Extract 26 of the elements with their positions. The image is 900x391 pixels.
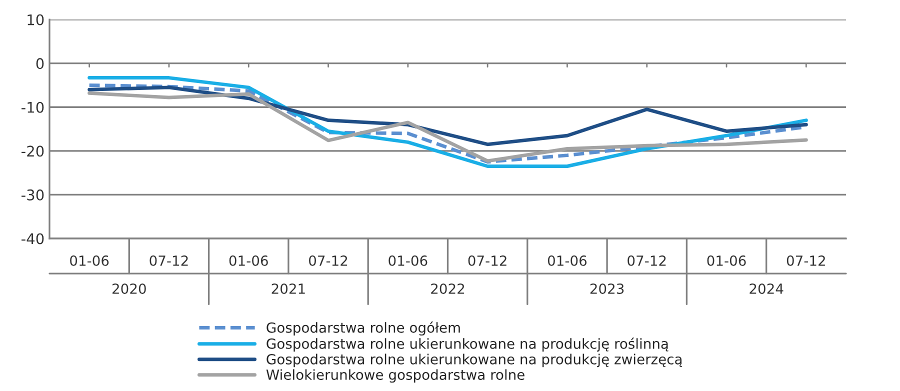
y-tick-label: -10 xyxy=(22,102,44,113)
x-tick-label: 01-06 xyxy=(70,255,109,266)
y-tick-label: -30 xyxy=(22,189,44,200)
y-tick-label: 0 xyxy=(36,58,44,70)
y-tick-label: -20 xyxy=(22,146,44,157)
x-tick-label: 07-12 xyxy=(786,255,825,266)
y-tick-label: 10 xyxy=(28,14,44,26)
legend-label: Gospodarstwa rolne ukierunkowane na produkcję zwierzęcą xyxy=(266,354,682,368)
x-tick-label: 01-06 xyxy=(388,255,428,266)
text: 2023 xyxy=(590,283,624,294)
x-tick-label: 01-06 xyxy=(548,255,587,266)
x-tick-label: 01-06 xyxy=(229,255,268,266)
legend-label: Wielokierunkowe gospodarstwa rolne xyxy=(266,369,524,383)
x-tick-label: 01-06 xyxy=(707,255,746,266)
x-tick-label: 07-12 xyxy=(150,255,188,266)
line-series xyxy=(88,86,808,146)
x-tick-label: 07-12 xyxy=(309,255,348,266)
text: 2022 xyxy=(431,283,464,294)
text: 2020 xyxy=(112,283,146,294)
legend-label: Gospodarstwa rolne ukierunkowane na produkcję roślinną xyxy=(266,338,668,352)
y-tick-label: -40 xyxy=(22,233,44,244)
legend-label: Gospodarstwa rolne ogółem xyxy=(266,322,460,336)
text: 2021 xyxy=(272,283,305,294)
text: 2024 xyxy=(750,283,784,294)
x-tick-label: 07-12 xyxy=(468,255,506,266)
x-tick-label: 07-12 xyxy=(628,255,666,266)
